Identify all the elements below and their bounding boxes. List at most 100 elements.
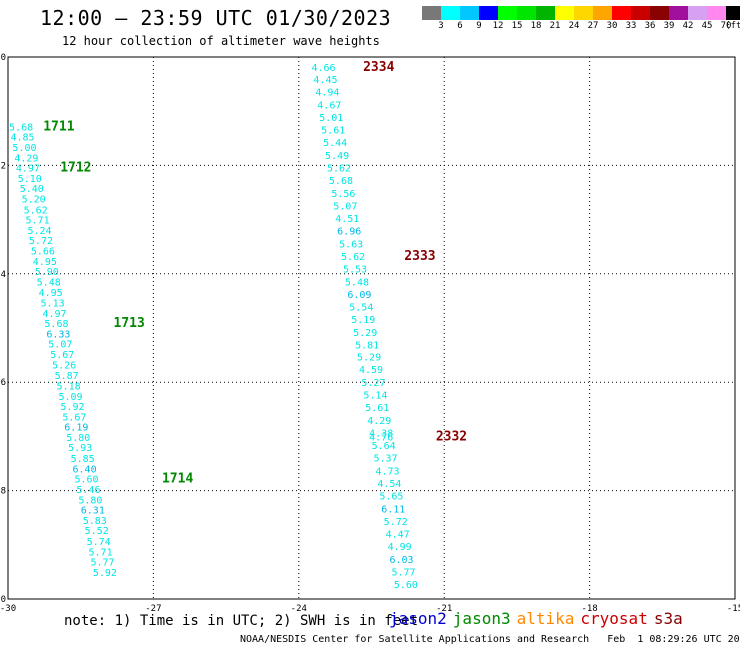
wave-height-point: 5.93 <box>68 443 92 454</box>
mission-legend: jason2 jason3 altika cryosat s3a <box>389 609 683 628</box>
color-swatch <box>441 6 460 20</box>
chart-subtitle: 12 hour collection of altimeter wave hei… <box>62 34 380 48</box>
mission-jason3: jason3 <box>452 609 511 628</box>
color-swatch <box>498 6 517 20</box>
wave-height-point: 5.72 <box>29 236 53 247</box>
wave-height-point: 6.31 <box>81 506 105 517</box>
wave-height-point: 5.87 <box>55 371 79 382</box>
wave-height-point: 4.99 <box>388 542 412 553</box>
y-tick-label: -2 <box>0 161 6 171</box>
wave-height-point: 5.62 <box>341 252 365 263</box>
wave-height-point: 6.96 <box>337 226 361 237</box>
color-swatch <box>688 6 707 20</box>
color-scale-label: 3 <box>438 21 444 31</box>
wave-height-point: 5.72 <box>384 517 408 528</box>
wave-height-point: 4.51 <box>335 214 359 225</box>
wave-height-point: 4.29 <box>14 153 38 164</box>
color-scale-label: 12 <box>492 21 504 31</box>
wave-height-point: 5.83 <box>83 516 107 527</box>
mission-cryosat: cryosat <box>580 609 648 628</box>
wave-height-point: 5.40 <box>20 184 44 195</box>
wave-height-point: 5.90 <box>35 267 59 278</box>
wave-height-point: 5.61 <box>321 126 345 137</box>
wave-height-point: 5.62 <box>327 164 351 175</box>
wave-height-point: 4.54 <box>377 479 401 490</box>
footer-note: note: 1) Time is in UTC; 2) SWH is in fe… <box>64 613 419 629</box>
wave-height-point: 5.71 <box>89 547 113 558</box>
chart-title: 12:00 – 23:59 UTC 01/30/2023 <box>40 6 392 30</box>
wave-height-point: 5.53 <box>343 264 367 275</box>
color-scale-label: 27 <box>587 21 599 31</box>
color-swatch <box>555 6 574 20</box>
color-scale-label: 6 <box>457 21 463 31</box>
wave-height-point: 5.07 <box>333 202 357 213</box>
color-swatch <box>650 6 669 20</box>
wave-height-point: 5.14 <box>363 391 387 402</box>
wave-height-point: 4.76 <box>369 432 393 443</box>
wave-height-point: 5.20 <box>22 194 46 205</box>
pass-number-label: 1714 <box>162 472 193 487</box>
wave-height-point: 5.64 <box>372 441 396 452</box>
wave-height-point: 4.29 <box>367 416 391 427</box>
wave-height-point: 5.37 <box>374 454 398 465</box>
wave-height-point: 5.19 <box>351 315 375 326</box>
color-scale-label: 24 <box>568 21 580 31</box>
wave-height-point: 4.94 <box>315 88 339 99</box>
wave-height-point: 5.49 <box>325 151 349 162</box>
wave-height-point: 6.40 <box>73 464 97 475</box>
color-swatch <box>707 6 726 20</box>
wave-height-point: 4.59 <box>359 365 383 376</box>
wave-height-point: 5.71 <box>26 216 50 227</box>
wave-height-point: 5.65 <box>379 491 403 502</box>
wave-height-point: 5.66 <box>31 246 55 257</box>
color-swatch <box>479 6 498 20</box>
wave-height-point: 4.95 <box>39 288 63 299</box>
wave-height-point: 4.67 <box>317 101 341 112</box>
wave-height-point: 5.68 <box>329 176 353 187</box>
wave-height-point: 4.85 <box>10 133 34 144</box>
wave-height-point: 5.48 <box>37 277 61 288</box>
color-swatch <box>669 6 688 20</box>
y-tick-label: -10 <box>0 595 6 605</box>
color-swatch <box>593 6 612 20</box>
wave-height-point: 5.26 <box>52 360 76 371</box>
wave-height-point: 5.77 <box>391 567 415 578</box>
color-scale-label: 45 <box>701 21 713 31</box>
wave-height-point: 5.18 <box>57 381 81 392</box>
wave-height-point: 5.54 <box>349 302 373 313</box>
wave-height-point: 5.09 <box>58 392 82 403</box>
wave-height-point: 5.24 <box>27 226 51 237</box>
wave-height-point: 5.77 <box>90 558 114 569</box>
wave-height-point: 5.07 <box>48 340 72 351</box>
color-scale-label: 9 <box>476 21 482 31</box>
wave-height-point: 5.81 <box>355 340 379 351</box>
wave-height-point: 5.80 <box>66 433 90 444</box>
wave-height-point: 5.60 <box>74 475 98 486</box>
y-tick-label: -4 <box>0 270 6 280</box>
wave-height-point: 4.97 <box>16 164 40 175</box>
wave-height-point: 5.01 <box>319 113 343 124</box>
color-swatch <box>631 6 650 20</box>
wave-height-point: 4.95 <box>33 257 57 268</box>
color-swatch <box>422 6 441 20</box>
wave-height-point: 4.97 <box>42 309 66 320</box>
wave-height-point: 6.33 <box>46 329 70 340</box>
wave-height-point: 6.09 <box>347 290 371 301</box>
wave-height-point: 4.47 <box>386 529 410 540</box>
wave-height-point: 5.85 <box>71 454 95 465</box>
wave-height-point: 5.60 <box>394 580 418 591</box>
wave-height-point: 5.44 <box>323 138 347 149</box>
wave-height-point: 5.63 <box>339 239 363 250</box>
pass-number-label: 1713 <box>114 316 145 331</box>
wave-height-point: 5.61 <box>365 403 389 414</box>
wave-height-point: 5.27 <box>361 378 385 389</box>
wave-height-point: 5.62 <box>24 205 48 216</box>
wave-height-point: 4.45 <box>313 75 337 86</box>
wave-height-point: 5.13 <box>41 299 65 310</box>
color-scale-label: 30 <box>606 21 618 31</box>
wave-height-point: 5.67 <box>62 412 86 423</box>
color-scale-label: 42 <box>682 21 694 31</box>
pass-number-label: 1711 <box>43 119 74 134</box>
x-tick-label: -18 <box>581 604 597 614</box>
